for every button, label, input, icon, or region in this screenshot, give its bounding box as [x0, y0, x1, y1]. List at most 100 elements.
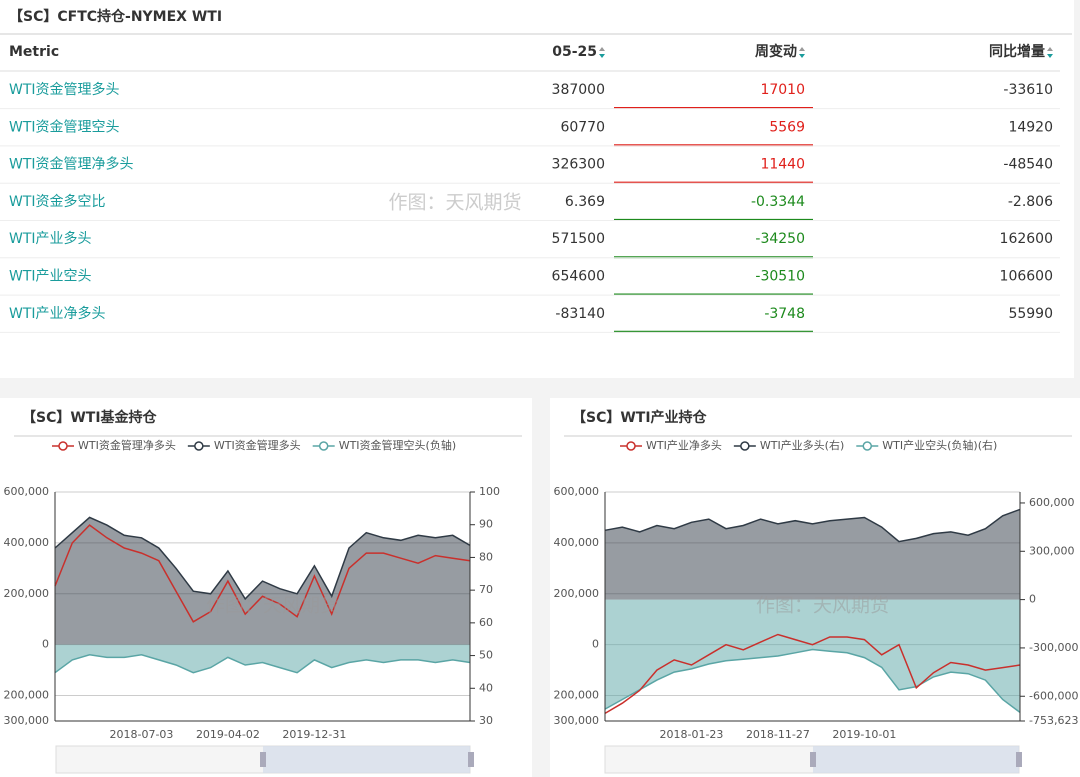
zoom-slider[interactable] — [55, 745, 474, 774]
metric-name: WTI产业多头 — [9, 230, 92, 247]
slider-handle[interactable] — [260, 752, 266, 767]
sort-icon — [599, 54, 605, 58]
slider-handle[interactable] — [1016, 752, 1022, 767]
y2-tick-label: 50 — [479, 649, 493, 662]
y-tick-label: 300,000 — [554, 714, 600, 727]
watermark: 作图：天风期货 — [206, 595, 339, 617]
watermark: 作图：天风期货 — [388, 192, 521, 214]
cell: 106600 — [1000, 269, 1053, 285]
slider-handle[interactable] — [810, 752, 816, 767]
column-header: 同比增量 — [989, 43, 1045, 60]
y2-tick-label: 0 — [1029, 593, 1036, 606]
legend-item: WTI产业空头(负轴)(右) — [856, 438, 997, 452]
series-layer — [604, 508, 1021, 715]
y-tick-label: 200,000 — [554, 587, 600, 600]
y2-tick-label: 90 — [479, 518, 493, 531]
legend-label: WTI资金管理净多头 — [78, 438, 176, 452]
legend-icon — [862, 441, 873, 451]
chart-title: 【SC】WTI产业持仓 — [572, 409, 708, 426]
legend-label: WTI产业净多头 — [646, 438, 722, 452]
metric-name: WTI产业空头 — [9, 269, 92, 285]
y2-tick-label: 70 — [479, 583, 493, 596]
series-line — [604, 508, 1021, 543]
y-tick-label: 0 — [42, 638, 49, 651]
area — [55, 517, 470, 645]
legend-item: WTI资金管理空头(负轴) — [312, 438, 456, 452]
x-tick-label: 2019-04-02 — [196, 728, 260, 741]
metric-name: WTI资金管理空头 — [9, 119, 120, 135]
y2-tick-label: 80 — [479, 550, 493, 563]
column-header: 周变动 — [755, 43, 797, 60]
y2-tick-label: -753,623 — [1029, 714, 1078, 727]
slider-handle[interactable] — [468, 752, 474, 767]
legend-label: WTI产业多头(右) — [760, 438, 844, 452]
sort-icon — [799, 47, 805, 51]
y2-tick-label: 300,000 — [1029, 544, 1075, 557]
cell: -48540 — [1003, 157, 1053, 173]
legend-item: WTI资金管理多头 — [187, 438, 301, 452]
series-layer — [54, 516, 471, 674]
series-line — [54, 654, 471, 674]
zoom-slider[interactable] — [604, 745, 1022, 774]
y-tick-label: 400,000 — [4, 536, 50, 549]
y2-tick-label: 30 — [479, 714, 493, 727]
y2-tick-label: 40 — [479, 681, 493, 694]
cell: -2.806 — [1008, 194, 1053, 210]
column-header: Metric — [9, 44, 59, 60]
cell: 60770 — [560, 119, 605, 135]
y-tick-label: 300,000 — [4, 714, 50, 727]
y-tick-label: 200,000 — [554, 689, 600, 702]
table-card — [0, 0, 1074, 378]
y-tick-label: 200,000 — [4, 587, 50, 600]
cell: 5569 — [769, 119, 805, 135]
cell: 11440 — [760, 157, 805, 173]
chart: 【SC】WTI基金持仓 600,000 400,000 200,000 0 200,000… — [4, 409, 501, 741]
legend-icon — [626, 441, 636, 451]
legend-icon — [58, 441, 68, 451]
y2-tick-label: -600,000 — [1029, 689, 1078, 702]
series-line — [604, 633, 1021, 715]
y2-tick-label: 100 — [479, 485, 500, 498]
area — [605, 599, 1020, 713]
table-title: 【SC】CFTC持仓-NYMEX WTI — [9, 8, 222, 25]
y-tick-label: 400,000 — [554, 536, 600, 549]
chart-title: 【SC】WTI基金持仓 — [22, 409, 158, 426]
cell: 162600 — [1000, 231, 1053, 247]
area — [605, 509, 1020, 600]
y-tick-label: 0 — [592, 638, 599, 651]
x-tick-label: 2018-01-23 — [659, 728, 723, 741]
cell: 55990 — [1008, 306, 1053, 322]
cell: 387000 — [552, 82, 605, 98]
legend-icon — [194, 441, 204, 451]
cell: 14920 — [1008, 119, 1053, 135]
y-tick-label: 600,000 — [4, 485, 50, 498]
cell: -30510 — [755, 269, 805, 285]
cell: 654600 — [552, 269, 605, 285]
y2-tick-label: 60 — [479, 616, 493, 629]
y2-tick-label: -300,000 — [1029, 641, 1078, 654]
metric-name: WTI资金多空比 — [9, 193, 106, 210]
sort-icon — [1047, 54, 1053, 58]
sort-icon — [599, 47, 605, 51]
cell: -34250 — [755, 231, 805, 247]
cell: -3748 — [764, 306, 805, 322]
area — [55, 644, 470, 673]
cell: -83140 — [555, 306, 605, 322]
legend-icon — [740, 441, 750, 451]
legend-item: WTI资金管理净多头 — [52, 438, 176, 452]
cell: 17010 — [760, 82, 805, 98]
legend-label: WTI资金管理多头 — [214, 438, 301, 452]
x-tick-label: 2018-07-03 — [109, 728, 173, 741]
x-tick-label: 2019-12-31 — [282, 728, 346, 741]
sort-icon — [1047, 47, 1053, 51]
slider-window[interactable] — [263, 746, 470, 773]
slider-window[interactable] — [813, 746, 1019, 773]
metric-name: WTI资金管理净多头 — [9, 156, 134, 173]
metric-name: WTI资金管理多头 — [9, 81, 120, 98]
y2-tick-label: 600,000 — [1029, 496, 1075, 509]
legend-item: WTI产业多头(右) — [733, 438, 844, 452]
series-line — [54, 524, 471, 623]
legend-item: WTI产业净多头 — [620, 438, 722, 452]
legend-icon — [318, 441, 329, 451]
